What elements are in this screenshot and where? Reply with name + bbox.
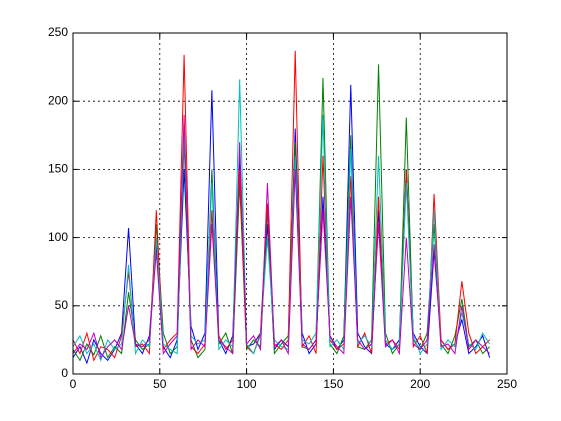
data-line [72,79,491,362]
x-tick-label: 0 [70,377,77,391]
x-tick-label: 100 [237,377,257,391]
x-tick-label: 250 [497,377,517,391]
y-tick-label: 0 [61,366,68,380]
y-tick-label: 200 [48,93,68,107]
x-tick-label: 200 [410,377,430,391]
y-tick-label: 250 [48,25,68,39]
x-tick-label: 150 [323,377,343,391]
y-tick-label: 150 [48,162,68,176]
data-line [72,50,490,362]
y-tick-label: 50 [55,298,69,312]
data-line [72,114,490,359]
x-tick-label: 50 [153,377,167,391]
plot-frame [72,32,508,375]
y-tick-label: 100 [48,230,68,244]
